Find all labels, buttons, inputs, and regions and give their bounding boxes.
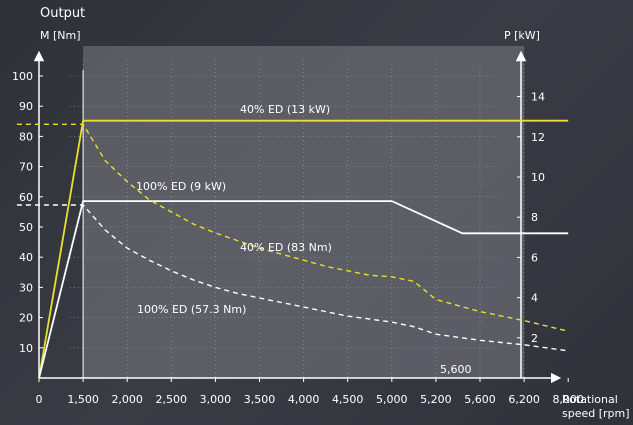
x-axis-label-line2: speed [rpm] [562,407,630,420]
y-right-tick-label-4: 10 [531,171,545,184]
y-right-tick-label-1: 4 [531,292,538,305]
x-tick-label-10: 5,600 [464,393,496,406]
y-left-tick-label-7: 80 [19,130,33,143]
y-left-tick-label-5: 60 [19,191,33,204]
label-100-ed-9kw: 100% ED (9 kW) [136,180,226,193]
x-tick-label-6: 4,000 [288,393,320,406]
y-right-tick-label-6: 14 [531,91,545,104]
x-tick-label-1: 1,500 [67,393,99,406]
y-right-tick-label-2: 6 [531,251,538,264]
x-tick-label-12: 8,000 [552,393,584,406]
x-tick-label-8: 5,000 [376,393,408,406]
extra-x-label: 5,600 [440,363,472,376]
y-left-tick-label-0: 10 [19,342,33,355]
series-line-0 [38,119,569,379]
y-left-tick-label-6: 70 [19,161,33,174]
x-tick-label-7: 4,500 [332,393,364,406]
y-left-tick-label-4: 50 [19,221,33,234]
label-40-ed-13kw: 40% ED (13 kW) [240,103,330,116]
y-axis-left-label: M [Nm] [40,29,81,42]
y-left-tick-label-2: 30 [19,281,33,294]
x-tick-label-4: 3,000 [200,393,232,406]
label-40-ed-83nm: 40% ED (83 Nm) [240,241,332,254]
y-left-tick-label-1: 20 [19,312,33,325]
x-tick-label-9: 5,200 [420,393,452,406]
y-left-tick-label-8: 90 [19,100,33,113]
label-100-ed-57nm: 100% ED (57.3 Nm) [137,303,246,316]
chart-title: Output [40,6,85,21]
x-axis-label-line1: Rotational [562,393,618,406]
y-right-tick-label-0: 2 [531,332,538,345]
x-tick-label-5: 3,500 [244,393,276,406]
x-tick-label-3: 2,500 [156,393,188,406]
series-line-3 [16,204,569,352]
x-tick-label-11: 6,200 [508,393,540,406]
x-tick-label-2: 2,000 [111,393,143,406]
y-right-tick-label-5: 12 [531,131,545,144]
series-line-2 [16,123,569,332]
y-left-tick-label-9: 100 [12,70,33,83]
x-tick-label-0: 0 [36,393,43,406]
series-line-1 [38,200,569,379]
y-right-tick-label-3: 8 [531,211,538,224]
y-left-tick-label-3: 40 [19,251,33,264]
y-axis-right-label: P [kW] [504,29,540,42]
